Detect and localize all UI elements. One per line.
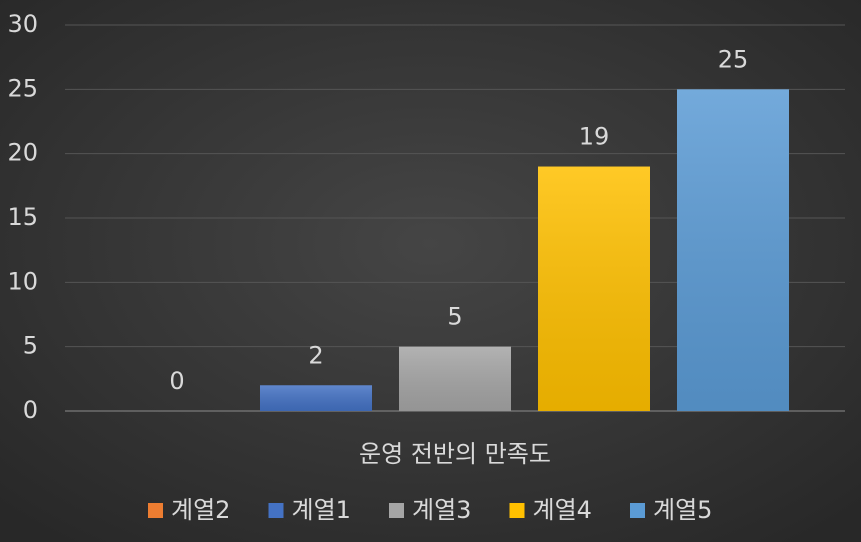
legend-label: 계열2 xyxy=(171,496,230,524)
y-tick-label: 0 xyxy=(23,396,38,424)
legend-marker xyxy=(509,503,525,518)
bar-shade xyxy=(677,89,789,411)
y-tick-label: 30 xyxy=(7,10,38,38)
legend-label: 계열3 xyxy=(412,496,471,524)
legend-marker xyxy=(630,503,645,518)
y-tick-label: 10 xyxy=(7,267,38,295)
y-tick-label: 5 xyxy=(23,332,38,360)
data-label: 19 xyxy=(579,123,610,151)
legend-marker xyxy=(148,503,163,518)
bar-shade xyxy=(260,385,372,411)
y-tick-label: 15 xyxy=(7,203,38,231)
data-label: 0 xyxy=(169,367,184,395)
legend-label: 계열1 xyxy=(292,496,351,524)
data-label: 25 xyxy=(718,45,749,73)
data-label: 5 xyxy=(447,303,462,331)
legend-label: 계열4 xyxy=(533,496,592,524)
y-tick-label: 25 xyxy=(7,74,38,102)
y-tick-label: 20 xyxy=(7,139,38,167)
x-tick-label: 운영 전반의 만족도 xyxy=(359,440,551,468)
data-label: 2 xyxy=(308,341,323,369)
legend-marker xyxy=(389,503,404,518)
bar-shade xyxy=(399,346,511,411)
bar-shade xyxy=(538,166,650,411)
legend-marker xyxy=(268,503,284,518)
legend-label: 계열5 xyxy=(653,496,712,524)
